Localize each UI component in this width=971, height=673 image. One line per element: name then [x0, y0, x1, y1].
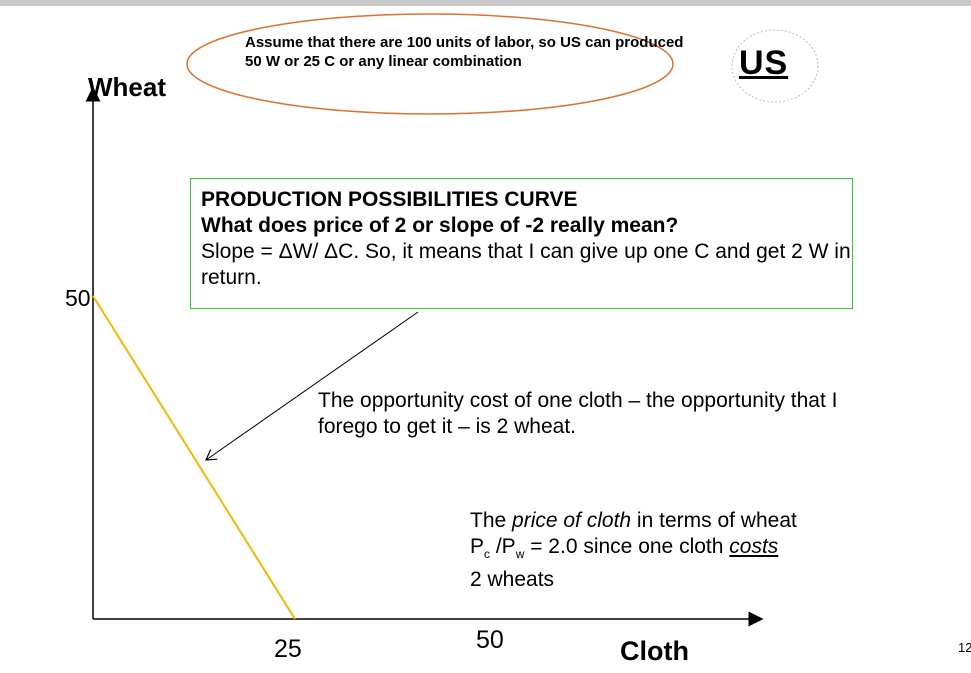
price-sub-w: w: [515, 547, 525, 562]
slide-number: 12: [958, 640, 971, 655]
country-circle: [731, 29, 819, 103]
price-sub-c: c: [484, 547, 491, 562]
annotation-arrow: [206, 311, 419, 460]
ppc-question: What does price of 2 or slope of -2 real…: [201, 214, 679, 237]
price-of-cloth-text: The price of cloth in terms of wheat Pc …: [470, 508, 910, 593]
top-bar: [0, 0, 971, 6]
x-tick-50: 50: [476, 626, 504, 654]
ppc-explanation: Slope = ΔW/ ΔC. So, it means that I can …: [201, 240, 851, 289]
price-italic: price of cloth: [512, 509, 632, 532]
opportunity-cost-text: The opportunity cost of one cloth – the …: [318, 389, 838, 438]
ppc-line: [92, 295, 296, 620]
price-intro: The: [470, 509, 513, 532]
country-label: US: [739, 44, 789, 82]
ppc-definition-box: PRODUCTION POSSIBILITIES CURVE What does…: [190, 178, 853, 309]
y-axis-label: Wheat: [88, 72, 166, 102]
x-axis-label: Cloth: [620, 636, 689, 666]
price-slash-p: /P: [490, 535, 516, 558]
y-tick-50: 50: [65, 285, 91, 311]
price-p: P: [470, 535, 485, 558]
assumption-note: Assume that there are 100 units of labor…: [245, 34, 684, 70]
price-eq: = 2.0 since one cloth: [524, 535, 730, 558]
price-rest-line1: in terms of wheat: [631, 509, 797, 532]
ppc-heading: PRODUCTION POSSIBILITIES CURVE: [201, 188, 578, 211]
x-tick-25: 25: [274, 635, 302, 663]
price-costs: costs: [729, 535, 779, 558]
price-line3: 2 wheats: [470, 568, 555, 592]
note-ellipse: [186, 13, 674, 115]
